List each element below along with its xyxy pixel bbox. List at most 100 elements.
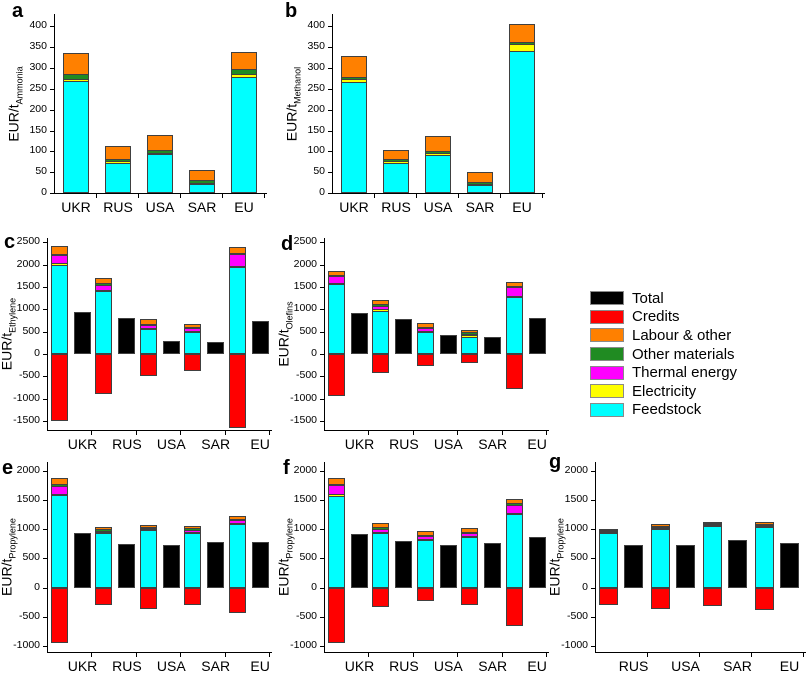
- bar-segment-feedstock: [506, 514, 522, 587]
- panel-label-f: f: [283, 457, 290, 479]
- y-tick: [43, 331, 47, 333]
- panel-label-e: e: [2, 457, 14, 479]
- y-tick: [43, 354, 47, 356]
- category-label: RUS: [381, 199, 411, 215]
- y-tick-label: -1000: [13, 391, 40, 404]
- bar-total: [728, 539, 747, 588]
- panel-label-g: g: [549, 451, 562, 473]
- bar-stack: [139, 319, 157, 355]
- bar-segment-other_materials: [52, 484, 67, 486]
- bar-segment-electricity: [384, 161, 408, 164]
- y-tick-label: 2000: [564, 463, 588, 476]
- category-label: USA: [433, 658, 463, 674]
- legend-label: Labour & other: [632, 326, 732, 344]
- x-tick: [542, 194, 543, 198]
- y-tick-label: 100: [29, 144, 47, 157]
- x-tick: [269, 431, 270, 435]
- y-tick-label: 150: [307, 123, 325, 136]
- bar-segment-labour: [384, 150, 408, 160]
- bar-segment-feedstock: [64, 81, 88, 192]
- y-tick: [320, 354, 324, 356]
- y-tick: [43, 309, 47, 311]
- y-tick: [43, 376, 47, 378]
- category-label: SAR: [201, 658, 231, 674]
- y-tick-label: 2500: [293, 235, 317, 248]
- bar-segment-electricity: [140, 327, 156, 330]
- bar-segment-feedstock: [229, 524, 245, 587]
- y-tick-label: 500: [22, 551, 40, 564]
- bar-stack: [651, 524, 670, 588]
- category-label: USA: [145, 199, 175, 215]
- y-tick: [328, 109, 332, 111]
- y-tick-label: -500: [18, 609, 40, 622]
- bar-segment-other_materials: [704, 523, 721, 525]
- y-tick: [50, 47, 54, 49]
- bar-segment-labour: [52, 479, 67, 485]
- y-axis-line: [324, 462, 325, 653]
- legend-label: Thermal energy: [632, 364, 738, 382]
- y-axis-line: [332, 14, 333, 194]
- x-tick: [374, 194, 375, 198]
- bar-segment-other_materials: [190, 180, 214, 183]
- bar-stack: [372, 522, 390, 588]
- category-label: EU: [512, 199, 532, 215]
- y-tick: [320, 264, 324, 266]
- category-label: UKR: [344, 436, 375, 452]
- y-tick-label: 0: [41, 186, 47, 198]
- category-label: SAR: [478, 436, 508, 452]
- y-tick: [320, 331, 324, 333]
- bar-segment-thermal: [140, 324, 156, 328]
- category-label: RUS: [112, 436, 142, 452]
- bar-segment-electricity: [64, 78, 88, 82]
- category-label: SAR: [723, 658, 752, 674]
- bar-credits: [139, 354, 157, 376]
- bar-credits: [505, 354, 523, 390]
- bar-segment-electricity: [229, 522, 245, 525]
- legend-item-credits: Credits: [590, 308, 737, 327]
- bar-segment-electricity: [329, 282, 344, 285]
- bar-segment-other_materials: [756, 523, 773, 525]
- bar-segment-electricity: [417, 539, 433, 541]
- y-tick-label: 2000: [293, 257, 317, 270]
- bar-stack: [383, 149, 409, 193]
- bar-segment-other_materials: [52, 253, 67, 256]
- bar-stack: [755, 521, 774, 588]
- y-tick-label: 400: [29, 19, 47, 32]
- y-tick: [591, 616, 595, 618]
- y-tick-label: 2500: [16, 235, 40, 248]
- y-tick: [328, 151, 332, 153]
- bar-segment-labour: [140, 525, 156, 527]
- y-axis-line: [54, 14, 55, 194]
- bar-stack: [139, 524, 157, 588]
- bar-segment-feedstock: [510, 50, 534, 192]
- bar-stack: [703, 521, 722, 588]
- y-tick-label: 100: [307, 144, 325, 157]
- bar-segment-labour: [329, 479, 344, 485]
- bar-segment-thermal: [96, 285, 112, 290]
- bar-total: [528, 536, 546, 588]
- bar-segment-labour: [462, 529, 478, 532]
- x-tick: [500, 194, 501, 198]
- category-label: UKR: [67, 436, 98, 452]
- y-tick-label: 500: [570, 551, 588, 564]
- y-tick-label: 2000: [16, 257, 40, 270]
- bar-segment-other_materials: [652, 525, 669, 528]
- bar-segment-labour: [232, 53, 256, 70]
- y-tick-label: 50: [35, 165, 47, 178]
- category-label: USA: [156, 658, 186, 674]
- y-tick: [320, 470, 324, 472]
- y-tick-label: 1000: [16, 302, 40, 315]
- legend-swatch: [590, 384, 624, 399]
- bar-segment-electricity: [600, 532, 617, 534]
- y-tick: [320, 242, 324, 244]
- x-tick: [368, 653, 370, 657]
- category-label: EU: [779, 658, 800, 674]
- y-tick-label: 350: [29, 40, 47, 53]
- bar-total: [395, 540, 413, 588]
- y-tick-label: 300: [307, 61, 325, 74]
- bar-stack: [105, 146, 131, 193]
- bar-segment-feedstock: [417, 332, 433, 354]
- bar-credits: [95, 587, 113, 605]
- bar-segment-electricity: [704, 525, 721, 527]
- bar-segment-other_materials: [96, 529, 112, 531]
